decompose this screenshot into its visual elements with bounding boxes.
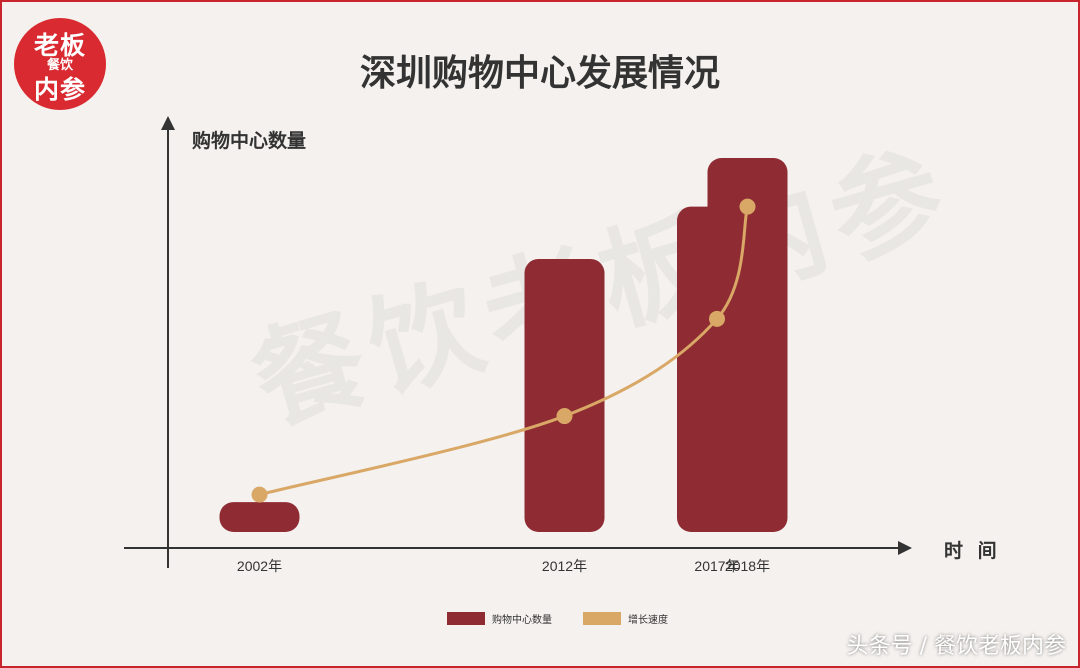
y-axis-arrow (161, 116, 175, 130)
bar-series (219, 158, 788, 532)
x-tick-label: 2018年 (725, 558, 770, 574)
growth-point-2018年 (739, 198, 756, 215)
logo-text-bottom: 内参 (33, 75, 86, 104)
chart-axes (124, 116, 912, 568)
legend-swatch-bar (447, 612, 485, 625)
legend-swatch-line (583, 612, 621, 625)
legend-label-line: 增长速度 (628, 613, 668, 626)
x-tick-label: 2012年 (542, 558, 587, 574)
legend: 购物中心数量 增长速度 (447, 612, 668, 626)
x-tick-label: 2017年 (694, 558, 739, 574)
x-axis-arrow (898, 541, 912, 555)
bar-2018年 (707, 158, 788, 532)
logo-text-middle: 餐饮 (46, 58, 73, 73)
legend-label-bar: 购物中心数量 (492, 613, 552, 626)
bar-2002年 (219, 502, 300, 532)
y-axis-label: 购物中心数量 (192, 130, 307, 152)
growth-point-2002年 (251, 486, 268, 503)
growth-point-2017年 (709, 310, 725, 327)
x-axis-label: 时 间 (944, 540, 1001, 562)
logo-text-top: 老板 (33, 31, 86, 60)
growth-point-2012年 (556, 408, 573, 425)
source-credit: 头条号 / 餐饮老板内参 (846, 634, 1066, 659)
line-series (251, 198, 756, 503)
growth-line (259, 206, 749, 497)
chart-title: 深圳购物中心发展情况 (359, 53, 720, 94)
x-tick-label: 2002年 (237, 558, 282, 574)
bar-2012年 (524, 258, 605, 532)
brand-logo: 老板 餐饮 内参 (14, 18, 106, 110)
